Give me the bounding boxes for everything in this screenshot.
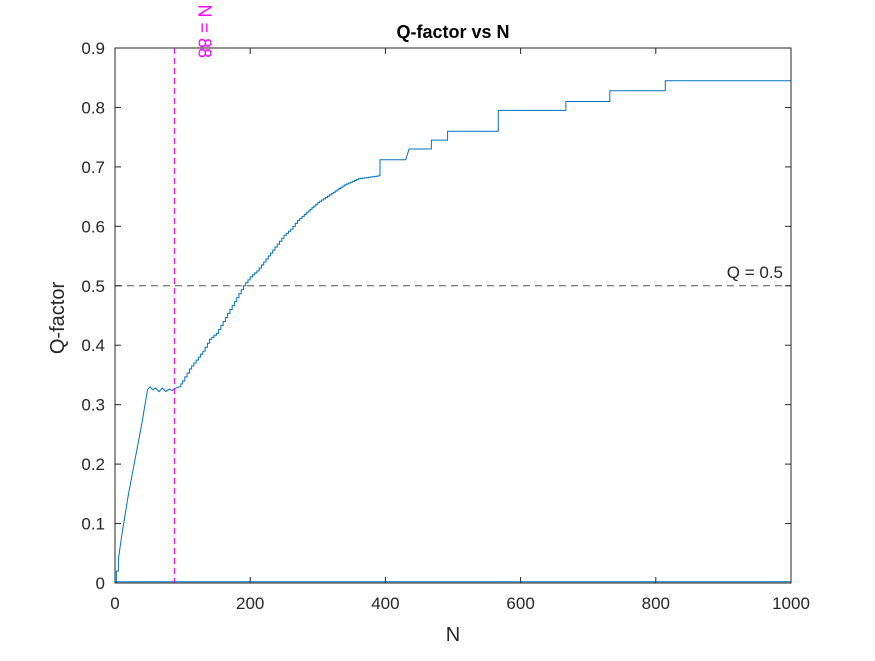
chart-title: Q-factor vs N [396,22,509,42]
axes-box [114,47,792,584]
y-tick-label: 0.1 [81,515,105,534]
reference-lines-layer: N = 88 Q = 0.5 [115,4,791,583]
x-tick-label: 600 [506,594,534,613]
x-axis-label: N [446,624,460,646]
series-line-0 [115,80,791,584]
series-layer [115,80,791,584]
y-axis-label: Q-factor [47,282,69,355]
x-tick-label: 200 [236,594,264,613]
y-axis-ticks: 0 0.1 0.2 0.3 0.4 0.5 0.6 0.7 0.8 0.9 [81,39,791,593]
y-tick-label: 0.8 [81,98,105,117]
y-tick-label: 0.6 [81,217,105,236]
y-tick-label: 0 [96,574,105,593]
y-tick-label: 0.4 [81,336,105,355]
reference-label-horizontal: Q = 0.5 [727,263,783,282]
reference-label-vertical: N = 88 [194,4,214,58]
x-tick-label: 400 [371,594,399,613]
y-tick-label: 0.3 [81,396,105,415]
x-tick-label: 0 [110,594,119,613]
axes-background [115,48,791,583]
y-tick-label: 0.7 [81,158,105,177]
x-tick-label: 1000 [772,594,810,613]
x-axis-ticks: 0 200 400 600 800 1000 [110,48,810,613]
y-tick-label: 0.9 [81,39,105,58]
y-tick-label: 0.5 [81,277,105,296]
x-tick-label: 800 [642,594,670,613]
y-tick-label: 0.2 [81,455,105,474]
